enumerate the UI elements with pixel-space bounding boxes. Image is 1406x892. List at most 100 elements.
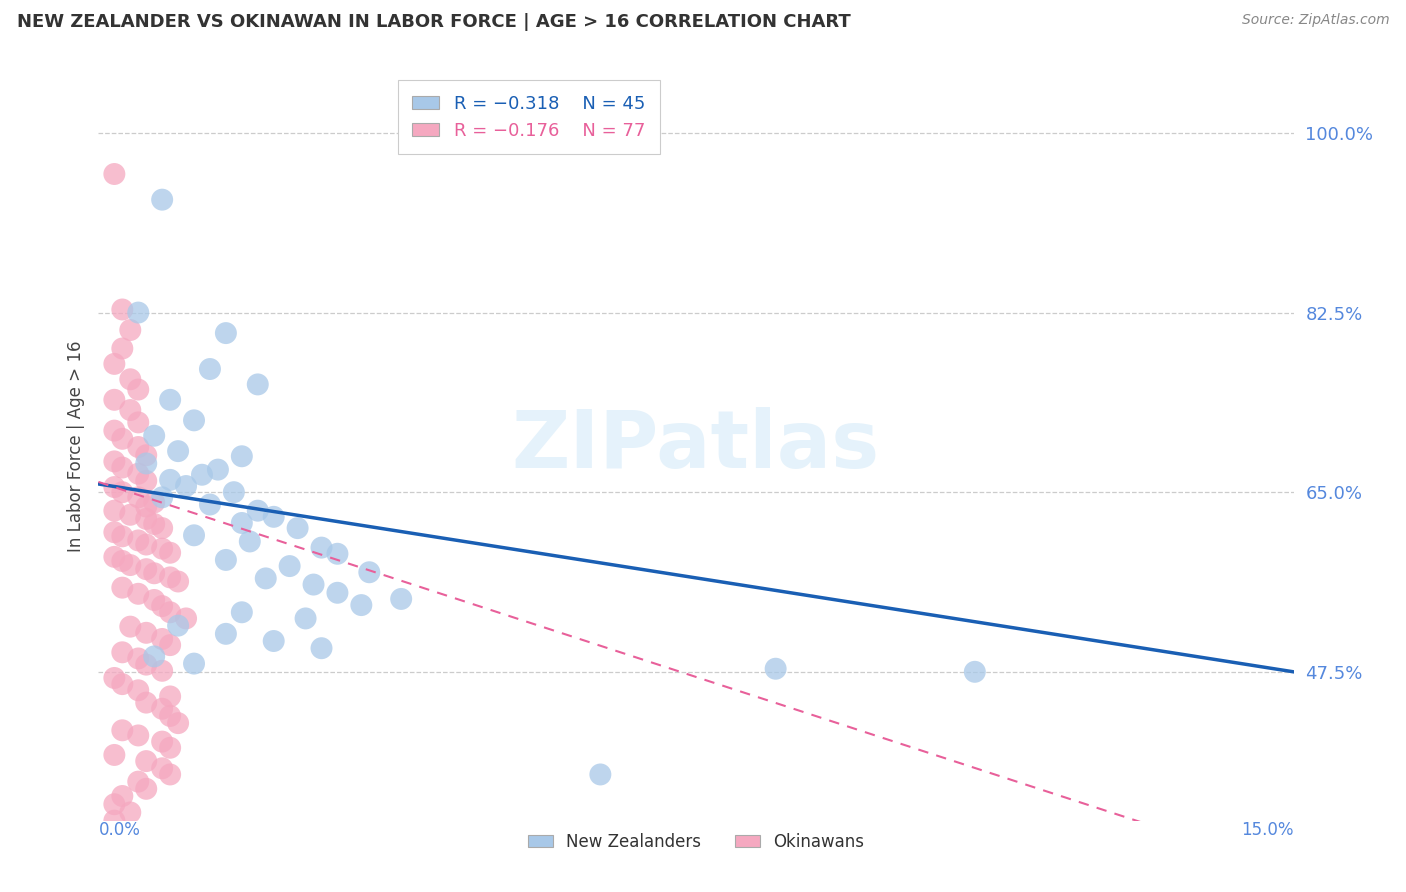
Point <box>159 473 181 487</box>
Point <box>159 570 181 584</box>
Point <box>159 605 181 619</box>
Legend: New Zealanders, Okinawans: New Zealanders, Okinawans <box>522 826 870 857</box>
Point <box>231 605 253 619</box>
Point <box>103 392 125 407</box>
Point <box>143 566 166 581</box>
Point <box>350 598 373 612</box>
Point <box>103 671 125 685</box>
Point <box>263 509 285 524</box>
Point <box>143 649 166 664</box>
Point <box>127 467 149 481</box>
Point <box>231 516 253 530</box>
Point <box>111 460 134 475</box>
Point <box>150 599 173 614</box>
Point <box>103 424 125 438</box>
Point <box>103 747 125 762</box>
Point <box>111 342 134 356</box>
Point <box>135 537 157 551</box>
Point <box>326 547 349 561</box>
Point <box>127 305 149 319</box>
Point <box>231 450 253 464</box>
Point <box>135 512 157 526</box>
Point <box>103 549 125 564</box>
Point <box>963 665 986 679</box>
Point <box>127 440 149 454</box>
Point <box>111 645 134 659</box>
Point <box>150 664 173 678</box>
Point <box>143 495 166 509</box>
Point <box>135 500 157 514</box>
Point <box>111 723 134 738</box>
Point <box>222 485 245 500</box>
Text: Source: ZipAtlas.com: Source: ZipAtlas.com <box>1241 13 1389 28</box>
Point <box>174 479 197 493</box>
Point <box>135 448 157 462</box>
Point <box>135 625 157 640</box>
Text: ZIPatlas: ZIPatlas <box>512 407 880 485</box>
Text: 0.0%: 0.0% <box>98 821 141 838</box>
Point <box>111 529 134 543</box>
Point <box>150 734 173 748</box>
Point <box>326 586 349 600</box>
Point <box>103 797 125 812</box>
Point <box>103 357 125 371</box>
Point <box>159 546 181 560</box>
Point <box>120 372 142 386</box>
Point <box>287 521 309 535</box>
Point <box>135 696 157 710</box>
Point <box>127 491 149 505</box>
Point <box>127 683 149 698</box>
Point <box>127 587 149 601</box>
Point <box>765 662 787 676</box>
Point <box>215 553 238 567</box>
Point <box>135 474 157 488</box>
Point <box>143 593 166 607</box>
Point <box>103 525 125 540</box>
Point <box>215 627 238 641</box>
Point <box>246 503 269 517</box>
Point <box>294 611 316 625</box>
Point <box>150 541 173 556</box>
Point <box>174 611 197 625</box>
Point <box>183 413 205 427</box>
Point <box>183 657 205 671</box>
Point <box>159 638 181 652</box>
Point <box>167 574 190 589</box>
Point <box>263 634 285 648</box>
Point <box>127 416 149 430</box>
Point <box>120 508 142 522</box>
Point <box>120 805 142 820</box>
Point <box>239 534 262 549</box>
Point <box>159 392 181 407</box>
Point <box>127 728 149 742</box>
Point <box>120 403 142 417</box>
Point <box>143 516 166 531</box>
Point <box>159 767 181 781</box>
Point <box>311 641 333 656</box>
Point <box>111 554 134 568</box>
Point <box>103 503 125 517</box>
Point <box>589 767 612 781</box>
Point <box>278 559 301 574</box>
Point <box>191 467 214 482</box>
Point <box>215 326 238 340</box>
Point <box>254 571 277 585</box>
Point <box>135 781 157 796</box>
Point <box>150 193 173 207</box>
Point <box>120 323 142 337</box>
Point <box>311 541 333 555</box>
Point <box>198 362 221 376</box>
Point <box>135 457 157 471</box>
Point <box>159 740 181 755</box>
Text: NEW ZEALANDER VS OKINAWAN IN LABOR FORCE | AGE > 16 CORRELATION CHART: NEW ZEALANDER VS OKINAWAN IN LABOR FORCE… <box>17 13 851 31</box>
Point <box>111 302 134 317</box>
Point <box>150 761 173 775</box>
Point <box>143 428 166 442</box>
Point <box>127 383 149 397</box>
Point <box>159 709 181 723</box>
Point <box>159 690 181 704</box>
Point <box>167 444 190 458</box>
Point <box>389 591 412 606</box>
Point <box>127 533 149 548</box>
Point <box>198 498 221 512</box>
